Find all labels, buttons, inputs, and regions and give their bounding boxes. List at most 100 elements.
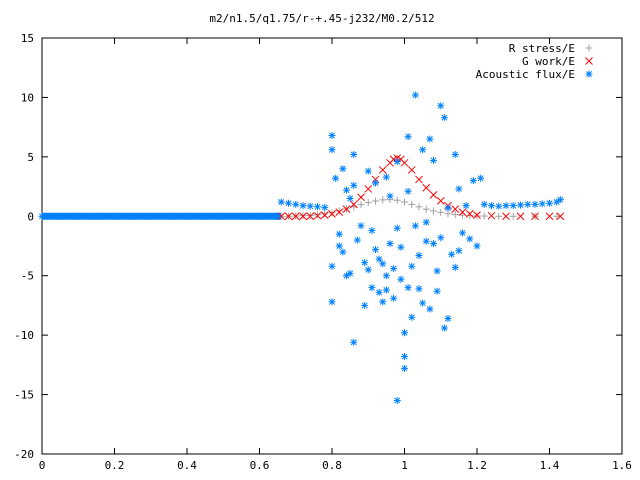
data-point [455, 247, 463, 255]
data-point [274, 212, 282, 220]
data-point [465, 210, 474, 218]
x-tick-label: 0.4 [177, 459, 197, 472]
data-point [382, 286, 390, 294]
data-point [299, 202, 307, 210]
data-point [437, 234, 445, 242]
data-point [440, 114, 448, 122]
data-point [422, 237, 430, 245]
data-point [357, 222, 365, 230]
data-point [422, 218, 430, 226]
data-point [343, 272, 350, 280]
data-point [415, 203, 423, 211]
data-point [495, 212, 503, 220]
data-point [473, 211, 481, 219]
data-point [455, 185, 463, 193]
data-point [393, 224, 401, 232]
y-tick-label: 5 [27, 151, 34, 164]
data-point [74, 212, 82, 220]
data-point [440, 324, 448, 332]
data-point [517, 201, 524, 209]
data-point [553, 212, 561, 220]
data-point [201, 212, 209, 220]
series-1 [277, 154, 565, 221]
data-point [538, 200, 546, 208]
data-point [401, 353, 408, 361]
data-point [361, 259, 369, 267]
data-point [328, 146, 336, 154]
data-point [375, 255, 383, 263]
data-point [404, 284, 412, 292]
data-point [545, 212, 554, 221]
data-point [111, 212, 118, 220]
data-point [430, 240, 437, 248]
data-point [335, 207, 343, 215]
data-point [400, 158, 409, 167]
data-point [292, 200, 300, 208]
data-point [419, 299, 427, 307]
data-point [183, 212, 191, 220]
data-point [306, 212, 315, 221]
data-point [397, 275, 405, 283]
data-point [390, 265, 398, 273]
data-point [408, 200, 416, 208]
data-point [516, 212, 525, 221]
data-point [473, 242, 481, 250]
legend-label: Acoustic flux/E [476, 68, 575, 81]
data-point [466, 212, 474, 220]
data-point [415, 175, 423, 184]
data-point [372, 197, 379, 205]
chart-title: m2/n1.5/q1.75/r-+.45-j232/M0.2/512 [209, 12, 434, 25]
data-point [375, 288, 383, 296]
data-point [480, 212, 488, 220]
data-point [433, 267, 441, 275]
data-point [553, 198, 561, 206]
data-point [328, 131, 336, 139]
data-point [364, 199, 372, 207]
data-point [371, 175, 380, 184]
data-point [368, 227, 376, 235]
data-point [473, 212, 481, 220]
data-point [451, 211, 459, 219]
data-point [419, 146, 427, 154]
legend-marker [585, 70, 593, 78]
data-point [451, 150, 459, 158]
data-point [299, 212, 307, 221]
data-point [350, 338, 358, 346]
data-point [458, 208, 467, 216]
data-point [411, 222, 419, 230]
data-point [335, 230, 343, 238]
data-point [480, 200, 488, 208]
data-point [368, 284, 376, 292]
data-point [364, 266, 372, 274]
data-point [321, 203, 329, 211]
data-point [335, 208, 344, 216]
data-point [422, 205, 430, 213]
data-point [462, 202, 470, 210]
y-tick-label: -10 [14, 329, 34, 342]
data-point [502, 212, 510, 221]
legend-label: R stress/E [509, 42, 575, 55]
data-point [147, 212, 155, 220]
data-point [285, 199, 292, 207]
data-point [378, 166, 387, 174]
data-point [430, 207, 437, 215]
y-tick-label: 15 [21, 32, 34, 45]
data-point [444, 204, 452, 212]
x-tick-label: 1.2 [467, 459, 487, 472]
x-tick-label: 1.6 [612, 459, 632, 472]
data-point [546, 199, 553, 207]
data-point [357, 193, 365, 202]
data-point [284, 212, 293, 221]
series-0 [277, 196, 561, 220]
data-point [393, 196, 401, 204]
data-point [437, 102, 445, 110]
data-point [415, 252, 423, 260]
data-point [328, 262, 336, 270]
data-point [401, 198, 408, 206]
data-point [408, 313, 416, 321]
data-point [466, 235, 474, 243]
data-point [379, 298, 387, 306]
data-point [372, 246, 379, 254]
data-point [314, 211, 321, 219]
